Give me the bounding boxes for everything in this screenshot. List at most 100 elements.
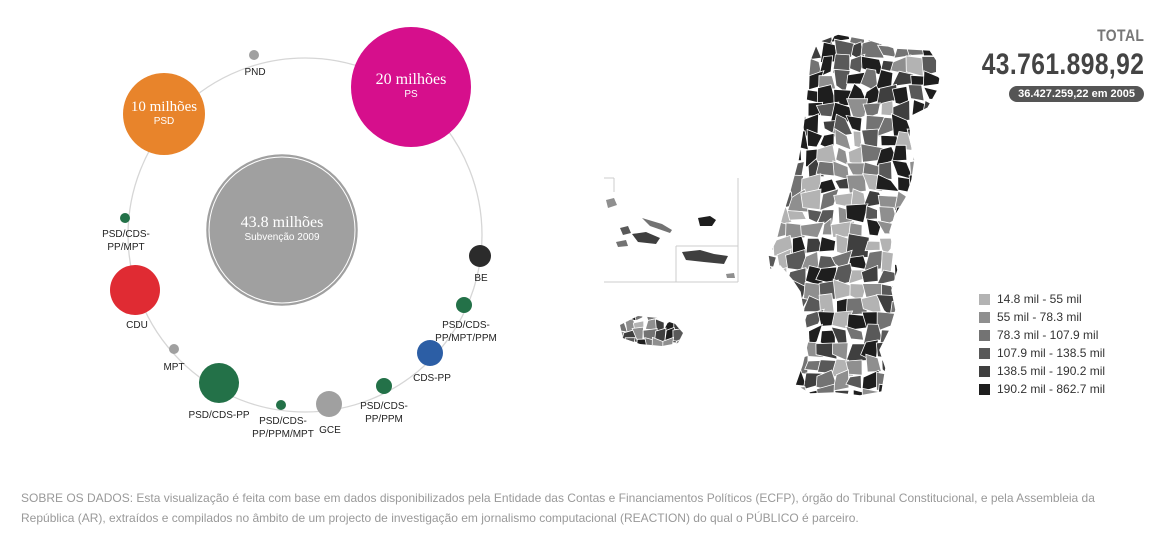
mainland-municipality-94[interactable] — [806, 128, 824, 148]
mainland-municipality-0[interactable] — [756, 26, 775, 47]
madeira-municipality-7[interactable] — [684, 307, 696, 320]
mainland-municipality-66[interactable] — [775, 104, 788, 117]
bubble-psd-cds-pp-ppm-mpt[interactable]: PSD/CDS- PP/PPM/MPT — [252, 400, 314, 440]
bubble-mpt-circle[interactable] — [169, 344, 179, 354]
azores-island-graciosa[interactable] — [620, 226, 631, 235]
bubble-psd-cds-pp-ppm[interactable]: PSD/CDS- PP/PPM — [360, 378, 408, 425]
mainland-municipality-102[interactable] — [921, 129, 943, 148]
bubble-be[interactable]: BE — [469, 245, 491, 284]
mainland-municipality-191[interactable] — [896, 241, 914, 251]
mainland-municipality-96[interactable] — [834, 127, 852, 151]
mainland-municipality-117[interactable] — [760, 160, 778, 177]
mainland-municipality-232[interactable] — [923, 278, 944, 297]
bubble-psd-cds-pp-mpt-ppm-circle[interactable] — [456, 297, 472, 313]
mainland-municipality-173[interactable] — [821, 217, 833, 236]
mainland-municipality-192[interactable] — [908, 233, 930, 252]
mainland-municipality-48[interactable] — [891, 70, 914, 87]
mainland-municipality-300[interactable] — [770, 373, 794, 387]
mainland-municipality-90[interactable] — [935, 117, 952, 135]
mainland-municipality-91[interactable] — [758, 129, 774, 152]
mainland-municipality-103[interactable] — [941, 128, 955, 151]
mainland-municipality-118[interactable] — [775, 158, 794, 181]
mainland-municipality-283[interactable] — [912, 339, 927, 355]
mainland-municipality-88[interactable] — [911, 119, 930, 136]
mainland-municipality-169[interactable] — [757, 221, 779, 242]
bubble-cdu-circle[interactable] — [110, 265, 160, 315]
bubble-pnd[interactable]: PND — [244, 50, 266, 78]
mainland-municipality-62[interactable] — [907, 84, 925, 102]
mainland-municipality-155[interactable] — [939, 195, 955, 213]
mainland-municipality-130[interactable] — [757, 178, 780, 194]
mainland-municipality-168[interactable] — [939, 205, 953, 227]
madeira-municipality-5[interactable] — [664, 311, 679, 322]
mainland-municipality-235[interactable] — [770, 292, 794, 310]
mainland-municipality-167[interactable] — [922, 204, 941, 226]
mainland-municipality-89[interactable] — [923, 117, 943, 130]
bubble-psd-cds-pp-mpt-ppm[interactable]: PSD/CDS- PP/MPT/PPM — [435, 297, 497, 344]
mainland-municipality-13[interactable] — [757, 38, 777, 58]
mainland-municipality-136[interactable] — [846, 174, 867, 194]
mainland-municipality-39[interactable] — [760, 72, 775, 91]
mainland-municipality-282[interactable] — [893, 341, 914, 359]
mainland-municipality-259[interactable] — [936, 314, 959, 327]
bubble-psd-cds-pp-ppm-circle[interactable] — [376, 378, 392, 394]
mainland-municipality-180[interactable] — [927, 221, 942, 243]
mainland-municipality-205[interactable] — [906, 250, 928, 270]
mainland-municipality-219[interactable] — [923, 263, 943, 284]
mainland-municipality-206[interactable] — [923, 251, 944, 270]
mainland-municipality-330[interactable] — [831, 399, 853, 400]
bubble-pnd-circle[interactable] — [249, 50, 259, 60]
azores-island-pico[interactable] — [632, 232, 660, 244]
mainland-municipality-92[interactable] — [770, 128, 795, 152]
center-bubble[interactable]: 43.8 milhões Subvenção 2009 — [203, 151, 361, 309]
mainland-municipality-193[interactable] — [920, 237, 938, 254]
mainland-municipality-125[interactable] — [878, 161, 893, 180]
mainland-municipality-78[interactable] — [756, 118, 779, 135]
bubble-psd-cds-pp-mpt[interactable]: PSD/CDS- PP/MPT — [102, 213, 150, 253]
mainland-municipality-93[interactable] — [786, 130, 809, 151]
mainland-municipality-244[interactable] — [908, 300, 929, 317]
bubble-cds-pp[interactable]: CDS-PP — [413, 340, 451, 384]
mainland-municipality-53[interactable] — [771, 84, 790, 101]
bubble-psd-cds-pp-mpt-circle[interactable] — [120, 213, 130, 223]
mainland-municipality-113[interactable] — [891, 144, 908, 162]
center-bubble-circle[interactable] — [203, 151, 361, 309]
mainland-municipality-9[interactable] — [890, 27, 912, 48]
mainland-municipality-286[interactable] — [759, 354, 779, 375]
madeira-municipality-28[interactable] — [651, 336, 665, 352]
mainland-municipality-312[interactable] — [758, 384, 778, 401]
mainland-municipality-141[interactable] — [921, 179, 944, 196]
mainland-municipality-163[interactable] — [865, 205, 878, 221]
mainland-municipality-207[interactable] — [937, 254, 958, 270]
mainland-municipality-41[interactable] — [785, 72, 805, 92]
mainland-municipality-293[interactable] — [865, 353, 882, 373]
mainland-municipality-234[interactable] — [763, 295, 774, 315]
mainland-municipality-266[interactable] — [844, 325, 865, 341]
madeira-municipality-22[interactable] — [672, 327, 688, 343]
mainland-municipality-27[interactable] — [777, 58, 789, 76]
mainland-municipality-258[interactable] — [920, 313, 944, 331]
mainland-municipality-270[interactable] — [906, 325, 930, 346]
mainland-municipality-143[interactable] — [763, 189, 773, 212]
mainland-municipality-310[interactable] — [922, 373, 943, 391]
mainland-municipality-269[interactable] — [892, 327, 915, 346]
bubble-psd-cds-pp-ppm-mpt-circle[interactable] — [276, 400, 286, 410]
mainland-municipality-76[interactable] — [921, 99, 938, 118]
mainland-municipality-189[interactable] — [864, 240, 881, 252]
mainland-municipality-272[interactable] — [936, 324, 957, 344]
madeira-municipality-31[interactable] — [682, 342, 695, 349]
mainland-municipality-299[interactable] — [757, 369, 779, 389]
madeira-municipality-23[interactable] — [681, 328, 696, 343]
mainland-municipality-104[interactable] — [763, 143, 779, 164]
mainland-municipality-8[interactable] — [880, 24, 894, 46]
mainland-municipality-294[interactable] — [881, 352, 892, 378]
azores-island-sao-miguel[interactable] — [682, 250, 728, 264]
mainland-municipality-203[interactable] — [880, 250, 894, 273]
mainland-municipality-14[interactable] — [772, 44, 793, 60]
mainland-municipality-28[interactable] — [789, 56, 809, 76]
mainland-municipality-166[interactable] — [907, 203, 926, 226]
mainland-municipality-273[interactable] — [756, 339, 778, 361]
madeira-municipality-8[interactable] — [613, 319, 629, 333]
azores-island-sao-jorge[interactable] — [642, 218, 672, 233]
